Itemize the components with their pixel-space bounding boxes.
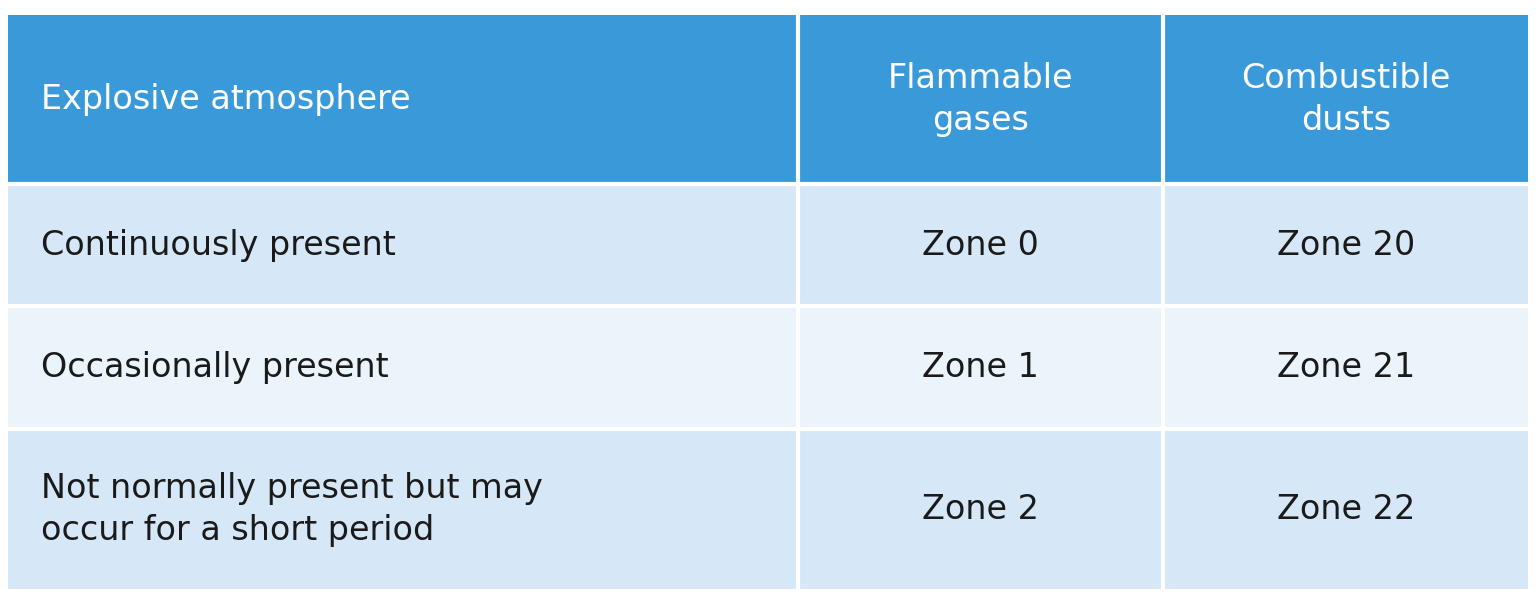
Text: Zone 1: Zone 1	[923, 351, 1040, 384]
Bar	[1163, 15, 1528, 184]
Bar	[8, 15, 799, 184]
Text: Zone 2: Zone 2	[923, 493, 1040, 526]
Text: Zone 20: Zone 20	[1276, 228, 1415, 262]
Text: Combustible
dusts: Combustible dusts	[1241, 62, 1450, 137]
Bar	[799, 184, 1163, 306]
Bar	[8, 428, 799, 591]
Text: Continuously present: Continuously present	[41, 228, 396, 262]
Bar	[1163, 306, 1528, 428]
Bar	[799, 306, 1163, 428]
Text: Zone 21: Zone 21	[1276, 351, 1415, 384]
Text: Explosive atmosphere: Explosive atmosphere	[41, 83, 410, 116]
Text: Occasionally present: Occasionally present	[41, 351, 389, 384]
Text: Flammable
gases: Flammable gases	[888, 62, 1074, 137]
Text: Zone 0: Zone 0	[923, 228, 1040, 262]
Bar	[799, 15, 1163, 184]
Bar	[8, 306, 799, 428]
Text: Not normally present but may
occur for a short period: Not normally present but may occur for a…	[41, 472, 544, 547]
Bar	[1163, 184, 1528, 306]
Bar	[8, 184, 799, 306]
Text: Zone 22: Zone 22	[1276, 493, 1415, 526]
Bar	[1163, 428, 1528, 591]
Bar	[799, 428, 1163, 591]
